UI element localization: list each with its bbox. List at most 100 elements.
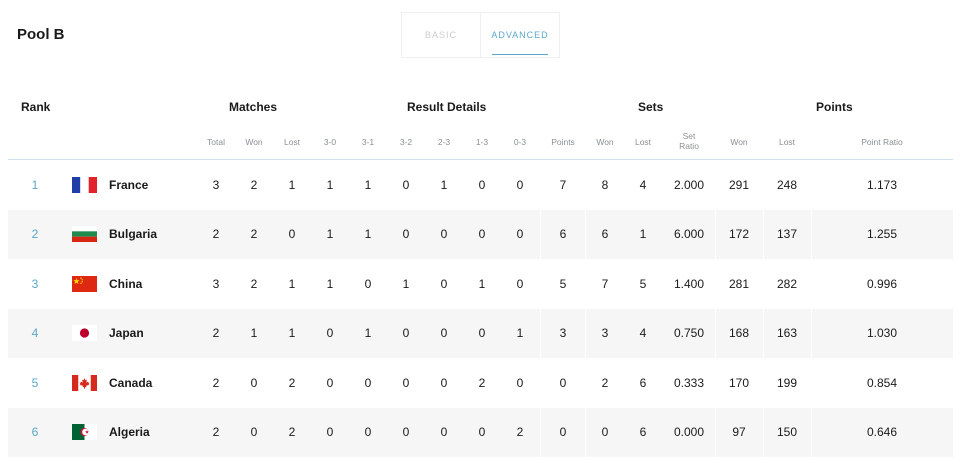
header-divider <box>8 159 953 160</box>
cell-sets-won: 7 <box>601 276 609 291</box>
cell-r23: 0 <box>440 425 448 440</box>
cell-sets-lost: 4 <box>639 326 647 341</box>
cell-r31: 0 <box>364 425 372 440</box>
column-divider <box>715 358 716 408</box>
subheader-sets-lost: Lost <box>634 137 652 147</box>
cell-r31: 0 <box>364 375 372 390</box>
subheader-3-1: 3-1 <box>361 137 375 147</box>
cell-point-ratio: 1.255 <box>866 227 898 242</box>
cell-r32: 0 <box>402 326 410 341</box>
column-divider <box>585 259 586 309</box>
cell-lost: 0 <box>288 227 296 242</box>
cell-total: 2 <box>212 227 220 242</box>
cell-sets-lost: 1 <box>639 227 647 242</box>
tab-basic[interactable]: BASIC <box>424 30 457 40</box>
france-flag-icon <box>72 176 97 193</box>
cell-points: 7 <box>559 177 567 192</box>
cell-r03: 0 <box>516 375 524 390</box>
cell-r30: 1 <box>326 227 334 242</box>
cell-lost: 1 <box>288 276 296 291</box>
cell-set-ratio: 0.750 <box>673 326 705 341</box>
cell-total: 2 <box>212 326 220 341</box>
rank-cell: 6 <box>31 425 39 440</box>
cell-won: 2 <box>250 276 258 291</box>
column-divider <box>763 407 764 457</box>
cell-r13: 0 <box>478 326 486 341</box>
cell-sets-won: 8 <box>601 177 609 192</box>
cell-r03: 2 <box>516 425 524 440</box>
set-ratio-line-1: Set <box>682 131 696 141</box>
subheader-points-won: Won <box>730 137 748 147</box>
cell-total: 3 <box>212 177 220 192</box>
cell-r30: 0 <box>326 375 334 390</box>
cell-set-ratio: 1.400 <box>673 276 705 291</box>
team-name[interactable]: China <box>109 276 143 291</box>
cell-sets-won: 6 <box>601 227 609 242</box>
cell-r23: 1 <box>440 177 448 192</box>
cell-pts-lost: 248 <box>776 177 798 192</box>
cell-sets-won: 2 <box>601 375 609 390</box>
cell-r30: 0 <box>326 326 334 341</box>
cell-total: 2 <box>212 375 220 390</box>
cell-lost: 2 <box>288 425 296 440</box>
column-divider <box>715 160 716 210</box>
subheader-set-ratio: Set Ratio <box>679 131 699 151</box>
algeria-flag-icon <box>72 424 97 441</box>
column-divider <box>715 259 716 309</box>
header-rank: Rank <box>21 100 51 114</box>
cell-pts-won: 170 <box>728 375 750 390</box>
team-name[interactable]: Japan <box>109 326 144 341</box>
cell-pts-lost: 137 <box>776 227 798 242</box>
cell-points: 5 <box>559 276 567 291</box>
team-name[interactable]: France <box>109 177 149 192</box>
cell-lost: 1 <box>288 326 296 341</box>
cell-sets-lost: 4 <box>639 177 647 192</box>
bulgaria-flag-icon <box>72 226 97 243</box>
cell-sets-lost: 6 <box>639 375 647 390</box>
column-divider <box>811 407 812 457</box>
cell-sets-won: 3 <box>601 326 609 341</box>
cell-r23: 0 <box>440 276 448 291</box>
column-divider <box>811 358 812 408</box>
cell-won: 0 <box>250 375 258 390</box>
cell-sets-lost: 6 <box>639 425 647 440</box>
subheader-0-3: 0-3 <box>513 137 527 147</box>
cell-pts-won: 97 <box>732 425 746 440</box>
cell-point-ratio: 0.646 <box>866 425 898 440</box>
cell-pts-lost: 282 <box>776 276 798 291</box>
subheader-1-3: 1-3 <box>475 137 489 147</box>
view-tabs: BASIC ADVANCED <box>401 12 560 58</box>
table-row: 6 Algeria 2 0 2 0 0 0 0 0 2 0 0 6 0.000 97 150 0.646 <box>8 407 953 457</box>
column-divider <box>763 358 764 408</box>
cell-point-ratio: 0.854 <box>866 375 898 390</box>
team-name[interactable]: Algeria <box>109 425 150 440</box>
column-divider <box>811 160 812 210</box>
cell-point-ratio: 1.030 <box>866 326 898 341</box>
cell-pts-won: 281 <box>728 276 750 291</box>
cell-points: 3 <box>559 326 567 341</box>
tab-advanced[interactable]: ADVANCED <box>480 13 559 57</box>
cell-r32: 0 <box>402 425 410 440</box>
cell-r31: 1 <box>364 326 372 341</box>
column-divider <box>715 308 716 358</box>
set-ratio-line-2: Ratio <box>679 141 699 151</box>
cell-sets-lost: 5 <box>639 276 647 291</box>
subheader-sets-won: Won <box>596 137 614 147</box>
team-name[interactable]: Canada <box>109 375 153 390</box>
team-name[interactable]: Bulgaria <box>109 227 158 242</box>
standings-table: 1 France 3 2 1 1 1 0 1 0 0 7 8 4 2.000 291 248 1.173 2 Bulg… <box>8 160 953 457</box>
cell-pts-won: 172 <box>728 227 750 242</box>
cell-points: 6 <box>559 227 567 242</box>
cell-r13: 1 <box>478 276 486 291</box>
column-divider <box>763 209 764 259</box>
cell-lost: 1 <box>288 177 296 192</box>
cell-r31: 1 <box>364 177 372 192</box>
subheader-3-0: 3-0 <box>323 137 337 147</box>
cell-r23: 0 <box>440 326 448 341</box>
column-divider <box>540 259 541 309</box>
cell-r32: 0 <box>402 375 410 390</box>
column-divider <box>585 160 586 210</box>
cell-r30: 0 <box>326 425 334 440</box>
japan-flag-icon <box>72 325 97 342</box>
subheader-points-lost: Lost <box>778 137 796 147</box>
